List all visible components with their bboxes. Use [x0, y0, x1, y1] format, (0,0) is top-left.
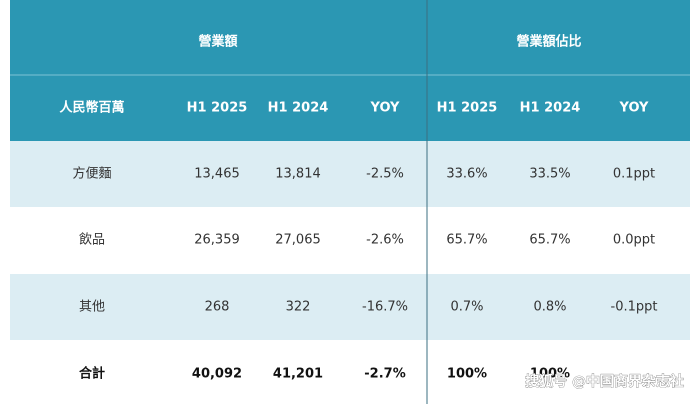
cell: 0.8%: [533, 300, 566, 315]
row-label: 飲品: [79, 232, 105, 248]
cell: -2.6%: [366, 233, 404, 248]
group-header: 營業額: [198, 34, 237, 50]
cell: 100%: [530, 367, 570, 382]
column-header: H1 2024: [520, 101, 581, 116]
cell: -16.7%: [362, 300, 408, 315]
column-header: YOY: [370, 101, 401, 116]
cell: 26,359: [194, 233, 240, 248]
cell: 100%: [447, 367, 487, 382]
watermark: 搜狐号 @中国商界杂志社: [525, 373, 684, 390]
cell: 13,465: [194, 167, 240, 182]
cell: -2.5%: [366, 167, 404, 182]
row-label: 其他: [79, 300, 105, 315]
column-header: 人民幣百萬: [59, 100, 124, 116]
cell: 41,201: [273, 367, 323, 382]
group-header: 營業額佔比: [516, 34, 581, 50]
cell: 0.7%: [450, 300, 483, 315]
cell: 65.7%: [529, 233, 570, 248]
cell: -2.7%: [364, 367, 405, 382]
cell: 0.1ppt: [613, 167, 655, 182]
column-header: H1 2025: [187, 101, 248, 116]
header-band: [10, 0, 690, 141]
column-header: YOY: [619, 101, 650, 116]
cell: 33.5%: [529, 167, 570, 182]
column-header: H1 2025: [437, 101, 498, 116]
cell: -0.1ppt: [611, 300, 658, 315]
cell: 0.0ppt: [613, 233, 655, 248]
cell: 322: [286, 300, 311, 315]
cell: 33.6%: [446, 167, 487, 182]
row-band: [10, 274, 690, 340]
cell: 13,814: [275, 167, 321, 182]
cell: 27,065: [275, 233, 321, 248]
row-label: 方便麵: [72, 166, 111, 182]
cell: 40,092: [192, 367, 242, 382]
cell: 65.7%: [446, 233, 487, 248]
row-band: [10, 141, 690, 207]
cell: 268: [205, 300, 230, 315]
row-label: 合計: [79, 366, 105, 382]
column-header: H1 2024: [268, 101, 329, 116]
